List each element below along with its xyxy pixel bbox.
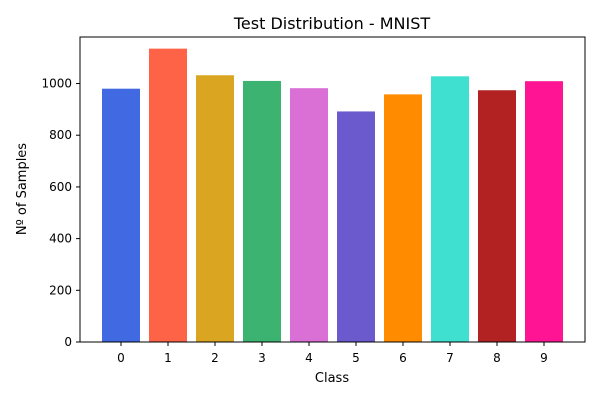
x-tick-label: 2 [211,351,219,365]
x-axis-label: Class [315,371,349,386]
y-axis-label: Nº of Samples [15,143,30,235]
bar-class-0 [102,88,140,342]
x-tick-label: 1 [164,351,172,365]
x-tick-label: 7 [446,351,454,365]
plot-frame [79,36,586,343]
bar-class-9 [525,81,563,342]
y-tick-label: 600 [49,180,72,194]
x-tick-label: 4 [305,351,313,365]
x-tick-label: 9 [540,351,548,365]
bar-class-4 [290,88,328,343]
x-axis-ticks: 0 1 2 3 4 5 6 7 8 9 [117,342,548,365]
bar-class-6 [384,94,422,342]
bar-class-5 [337,111,375,342]
x-tick-label: 5 [352,351,360,365]
x-tick-label: 8 [493,351,501,365]
x-tick-label: 0 [117,351,125,365]
bar-class-8 [478,90,516,342]
bar-class-3 [243,80,281,342]
y-tick-label: 800 [49,128,72,142]
y-axis-ticks: 0 200 400 600 800 1000 [41,77,80,349]
x-tick-label: 6 [399,351,407,365]
chart-title: Test Distribution - MNIST [233,14,431,33]
y-tick-label: 200 [49,283,72,297]
bar-class-7 [431,76,469,342]
bar-class-2 [196,75,234,342]
bar-class-1 [149,48,187,342]
y-tick-label: 1000 [41,77,72,91]
x-tick-label: 3 [258,351,266,365]
y-tick-label: 400 [49,232,72,246]
bars-group [102,48,563,343]
y-tick-label: 0 [64,335,72,349]
